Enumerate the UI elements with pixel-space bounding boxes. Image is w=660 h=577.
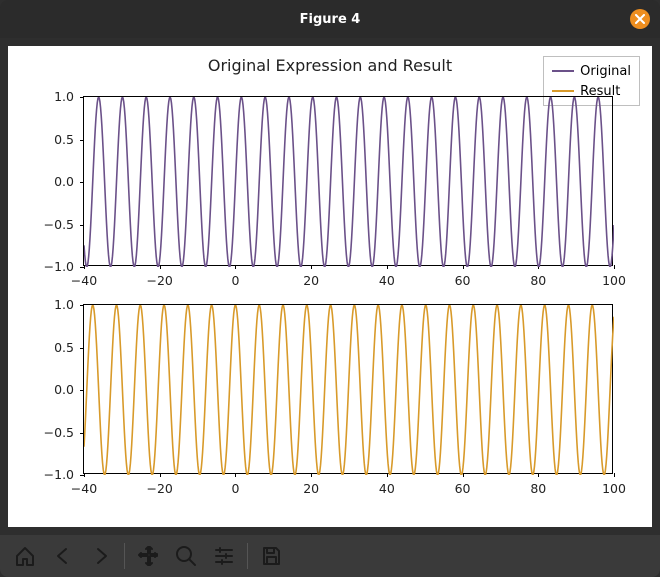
toolbar [0,535,660,577]
xtick-label: 100 [596,273,632,288]
figure-window: Figure 4 Original Expression and Result … [0,0,660,577]
xtick-label: 60 [445,481,481,496]
toolbar-separator [124,543,125,569]
forward-button[interactable] [82,537,120,575]
xtick-label: −20 [142,481,178,496]
close-button[interactable] [630,9,650,29]
legend-swatch [552,70,574,72]
series-original [84,97,614,267]
config-button[interactable] [205,537,243,575]
save-icon [260,545,282,567]
xtick [614,473,615,477]
series-result [84,305,614,475]
save-button[interactable] [252,537,290,575]
titlebar: Figure 4 [0,0,660,38]
ytick-label: 0.0 [34,174,74,189]
ytick-label: 0.5 [34,340,74,355]
ytick-label: 0.0 [34,382,74,397]
ytick-label: −0.5 [34,217,74,232]
xtick-label: 40 [369,481,405,496]
xtick-label: −40 [66,273,102,288]
zoom-icon [175,545,197,567]
xtick-label: 80 [520,481,556,496]
ytick-label: 0.5 [34,132,74,147]
ytick-label: 1.0 [34,297,74,312]
back-button[interactable] [44,537,82,575]
xtick-label: 20 [293,481,329,496]
window-title: Figure 4 [300,12,361,27]
ytick-label: −1.0 [34,259,74,274]
xtick [614,265,615,269]
xtick-label: 0 [217,481,253,496]
canvas[interactable]: Original Expression and Result OriginalR… [8,46,652,527]
zoom-button[interactable] [167,537,205,575]
xtick-label: 0 [217,273,253,288]
xtick-label: −40 [66,481,102,496]
legend-item: Original [552,61,631,81]
home-icon [14,545,36,567]
pan-icon [137,545,159,567]
legend-swatch [552,90,574,92]
close-icon [635,14,645,24]
config-icon [213,545,235,567]
legend-label: Original [580,64,631,79]
ytick-label: 1.0 [34,89,74,104]
back-icon [52,545,74,567]
xtick-label: 80 [520,273,556,288]
xtick-label: 60 [445,273,481,288]
ytick-label: −1.0 [34,467,74,482]
home-button[interactable] [6,537,44,575]
xtick-label: 20 [293,273,329,288]
subplot-result: −1.0−0.50.00.51.0−40−20020406080100 [83,304,613,474]
canvas-wrap: Original Expression and Result OriginalR… [0,38,660,535]
forward-icon [90,545,112,567]
pan-button[interactable] [129,537,167,575]
toolbar-separator [247,543,248,569]
subplot-original: −1.0−0.50.00.51.0−40−20020406080100 [83,96,613,266]
ytick-label: −0.5 [34,425,74,440]
xtick-label: −20 [142,273,178,288]
xtick-label: 100 [596,481,632,496]
xtick-label: 40 [369,273,405,288]
